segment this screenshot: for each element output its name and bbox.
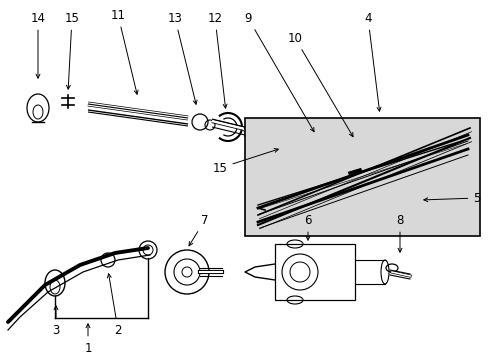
Text: 12: 12	[207, 12, 226, 108]
Text: 2: 2	[107, 274, 122, 337]
Text: 5: 5	[423, 192, 480, 204]
Bar	[274, 244, 354, 300]
Text: 4: 4	[364, 12, 380, 111]
Text: 13: 13	[167, 12, 197, 104]
Bar	[244, 118, 479, 236]
Text: 9: 9	[244, 12, 313, 132]
Text: 15: 15	[64, 12, 79, 89]
Text: 8: 8	[395, 213, 403, 252]
Text: 10: 10	[287, 32, 352, 137]
Text: 15: 15	[212, 149, 278, 175]
Text: 3: 3	[52, 306, 60, 337]
Text: 6: 6	[304, 213, 311, 240]
Text: 7: 7	[189, 213, 208, 246]
Text: 11: 11	[110, 9, 138, 94]
Text: 1: 1	[84, 324, 92, 355]
Text: 14: 14	[30, 12, 45, 78]
